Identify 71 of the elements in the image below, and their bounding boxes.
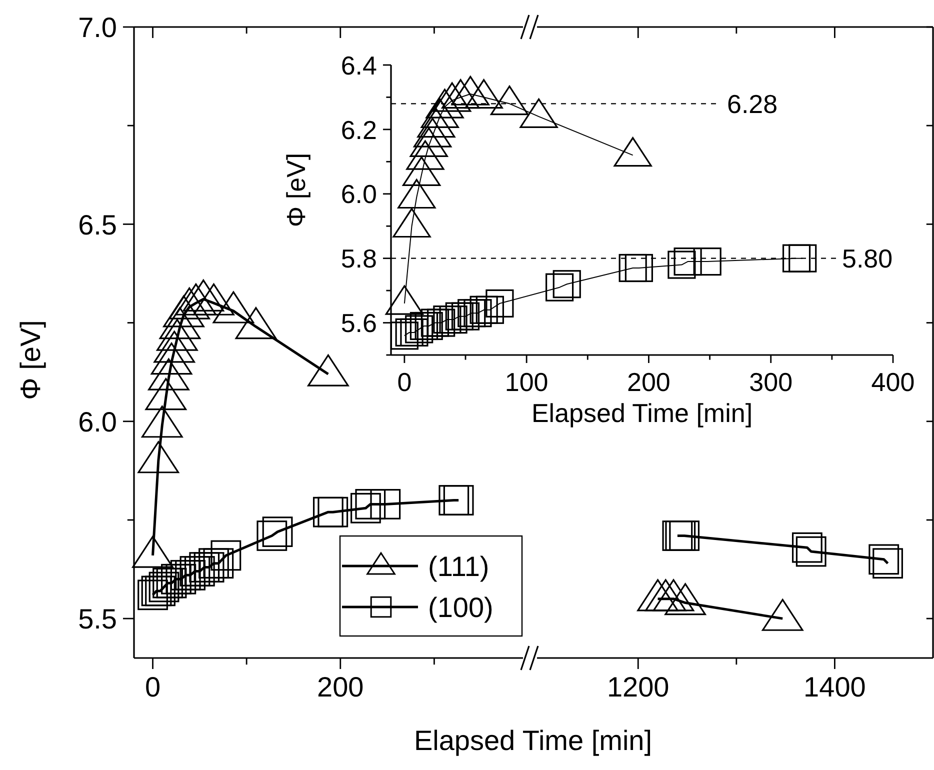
- y-tick-label: 6.0: [78, 406, 117, 438]
- point: [405, 315, 434, 344]
- point: [410, 312, 438, 340]
- point: [476, 296, 504, 324]
- point: [782, 244, 811, 272]
- y-axis-title: Φ [eV]: [281, 152, 311, 228]
- point: [614, 137, 652, 167]
- x-axis-title: Elapsed Time [min]: [531, 398, 753, 428]
- x-axis-title: Elapsed Time [min]: [414, 725, 652, 756]
- point: [637, 579, 678, 612]
- legend-label: (111): [428, 551, 490, 582]
- y-tick-label: 5.5: [78, 604, 117, 635]
- point: [433, 82, 472, 112]
- point: [395, 318, 424, 346]
- point: [451, 302, 480, 330]
- x-tick-label: 200: [627, 366, 670, 397]
- y-tick-label: 7.0: [78, 12, 117, 44]
- x-tick-label: 300: [749, 366, 793, 397]
- point: [490, 86, 529, 116]
- point: [520, 98, 558, 128]
- ref-line-label: 5.80: [842, 244, 893, 274]
- x-tick-label: 400: [871, 366, 915, 397]
- y-tick-label: 6.2: [340, 114, 377, 145]
- point: [552, 270, 581, 298]
- point: [414, 312, 443, 340]
- point: [390, 322, 418, 350]
- point: [445, 302, 474, 330]
- point: [458, 299, 486, 328]
- point: [426, 88, 464, 118]
- point: [433, 306, 462, 334]
- y-tick-label: 5.8: [340, 244, 377, 274]
- point: [618, 254, 647, 282]
- point: [693, 248, 722, 276]
- point: [406, 140, 444, 170]
- x-tick-label: 200: [317, 672, 364, 703]
- point: [402, 156, 441, 186]
- point: [674, 248, 702, 276]
- point: [417, 108, 456, 138]
- y-axis-title: Φ [eV]: [15, 320, 46, 400]
- point: [470, 296, 498, 324]
- y-tick-label: 6.5: [78, 209, 117, 240]
- point: [762, 598, 804, 631]
- point: [451, 76, 490, 106]
- ref-line-label: 6.28: [727, 89, 778, 120]
- point: [652, 579, 694, 612]
- point: [464, 79, 503, 109]
- point: [464, 299, 492, 328]
- point: [645, 579, 686, 612]
- point: [410, 127, 448, 157]
- x-tick-label: 100: [504, 366, 548, 397]
- point: [420, 308, 450, 337]
- point: [439, 306, 468, 334]
- point: [442, 79, 480, 109]
- x-tick-label: 0: [144, 672, 161, 703]
- point: [413, 118, 452, 148]
- x-tick-label: 1200: [606, 672, 670, 703]
- point: [486, 289, 514, 318]
- point: [427, 308, 456, 337]
- point: [668, 250, 696, 279]
- point: [546, 273, 574, 302]
- point: [398, 178, 436, 209]
- point: [788, 244, 817, 272]
- point: [624, 254, 653, 282]
- y-tick-label: 6.0: [340, 179, 377, 210]
- y-tick-label: 6.4: [340, 50, 377, 80]
- x-tick-label: 0: [397, 366, 412, 397]
- y-tick-label: 5.6: [340, 308, 377, 338]
- point: [664, 583, 706, 616]
- x-tick-label: 1400: [804, 672, 866, 703]
- point: [420, 98, 459, 128]
- legend-label: (100): [428, 592, 494, 624]
